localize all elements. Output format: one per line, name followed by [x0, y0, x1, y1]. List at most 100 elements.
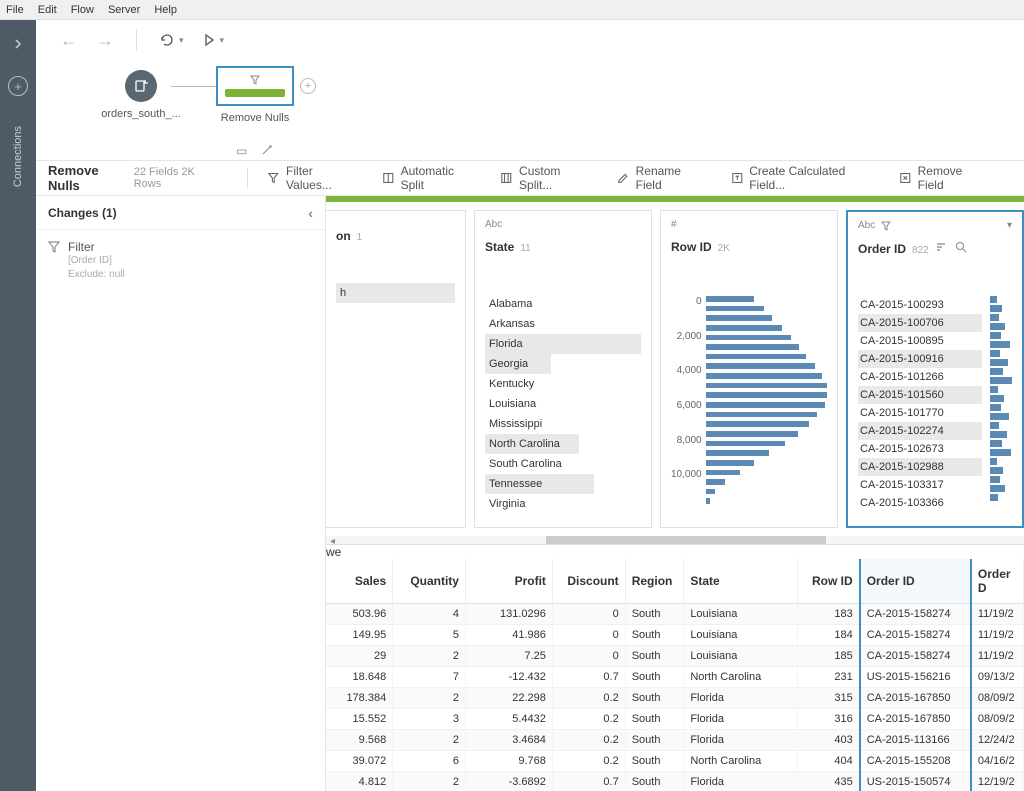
collapse-changes-button[interactable]: ‹: [308, 205, 313, 221]
orderid-value[interactable]: CA-2015-100706: [858, 314, 982, 332]
state-value[interactable]: North Carolina: [485, 434, 579, 454]
orderid-value[interactable]: CA-2015-103317: [858, 476, 982, 494]
state-value[interactable]: Tennessee: [485, 474, 594, 494]
canvas-tool-icon[interactable]: ▭: [236, 144, 247, 159]
forward-button[interactable]: →: [96, 30, 114, 51]
histogram-bar[interactable]: [706, 325, 782, 331]
refresh-button[interactable]: ▾: [159, 32, 184, 48]
flow-step-node[interactable]: Remove Nulls: [216, 66, 294, 124]
orderid-value[interactable]: CA-2015-101560: [858, 386, 982, 404]
column-header[interactable]: Quantity: [393, 559, 466, 604]
histogram-bar[interactable]: [706, 306, 764, 312]
orderid-value[interactable]: CA-2015-101770: [858, 404, 982, 422]
filter-values-action[interactable]: Filter Values...: [267, 164, 354, 192]
histogram-bar[interactable]: [706, 402, 825, 408]
state-value[interactable]: Florida: [485, 334, 641, 354]
calc-field-action[interactable]: Create Calculated Field...: [731, 164, 871, 192]
table-row[interactable]: 9.56823.46840.2SouthFlorida403CA-2015-11…: [326, 730, 1024, 751]
table-row[interactable]: 178.384222.2980.2SouthFlorida315CA-2015-…: [326, 688, 1024, 709]
change-item[interactable]: Filter [Order ID] Exclude: null: [36, 230, 325, 292]
histogram-bar[interactable]: [706, 441, 785, 447]
sort-button[interactable]: [935, 241, 947, 256]
category-value[interactable]: h: [336, 283, 455, 303]
column-header[interactable]: Region: [625, 559, 684, 604]
table-row[interactable]: 149.95541.9860SouthLouisiana184CA-2015-1…: [326, 625, 1024, 646]
state-value[interactable]: Georgia: [485, 354, 551, 374]
profile-card-partial[interactable]: on1 h: [326, 210, 466, 528]
add-connection-button[interactable]: +: [8, 76, 28, 96]
histogram-bar[interactable]: [706, 373, 823, 379]
data-grid[interactable]: we SalesQuantityProfitDiscountRegionStat…: [326, 544, 1024, 791]
histogram-bar[interactable]: [706, 383, 827, 389]
scroll-left-button[interactable]: ◂: [326, 536, 335, 547]
column-header[interactable]: Order D: [971, 559, 1024, 604]
expand-rail-button[interactable]: [0, 30, 36, 58]
histogram-bar[interactable]: [706, 460, 755, 466]
menu-help[interactable]: Help: [154, 4, 177, 16]
state-value[interactable]: Louisiana: [485, 394, 641, 414]
profile-card-rowid[interactable]: # Row ID2K 02,0004,0006,0008,00010,000: [660, 210, 838, 528]
orderid-value[interactable]: CA-2015-100293: [858, 296, 982, 314]
histogram-bar[interactable]: [706, 296, 755, 302]
histogram-bar[interactable]: [706, 354, 807, 360]
horizontal-scrollbar[interactable]: ◂: [326, 536, 1024, 544]
menu-file[interactable]: File: [6, 4, 24, 16]
column-header[interactable]: Discount: [552, 559, 625, 604]
run-button[interactable]: ▾: [202, 33, 225, 47]
profile-card-state[interactable]: Abc State11 AlabamaArkansasFloridaGeorgi…: [474, 210, 652, 528]
column-header[interactable]: Sales: [326, 559, 393, 604]
histogram-bar[interactable]: [706, 489, 716, 495]
orderid-value[interactable]: CA-2015-100916: [858, 350, 982, 368]
orderid-value[interactable]: CA-2015-101266: [858, 368, 982, 386]
histogram-bar[interactable]: [706, 392, 827, 398]
table-row[interactable]: 39.07269.7680.2SouthNorth Carolina404CA-…: [326, 751, 1024, 772]
column-header[interactable]: State: [684, 559, 797, 604]
histogram-bar[interactable]: [706, 498, 711, 504]
histogram-bar[interactable]: [706, 315, 773, 321]
histogram-bar[interactable]: [706, 344, 799, 350]
histogram-bar[interactable]: [706, 335, 791, 341]
table-row[interactable]: 2927.250SouthLouisiana185CA-2015-1582741…: [326, 646, 1024, 667]
state-value[interactable]: Virginia: [485, 494, 641, 514]
histogram-bar[interactable]: [706, 421, 809, 427]
flow-canvas[interactable]: orders_south_... Remove Nulls + ▭: [36, 60, 1024, 160]
canvas-tool-icon2[interactable]: [261, 144, 273, 159]
orderid-value[interactable]: CA-2015-102274: [858, 422, 982, 440]
table-row[interactable]: 503.964131.02960SouthLouisiana183CA-2015…: [326, 604, 1024, 625]
histogram-bar[interactable]: [706, 431, 798, 437]
histogram-bar[interactable]: [706, 363, 815, 369]
back-button[interactable]: ←: [60, 30, 78, 51]
column-header[interactable]: Row ID: [797, 559, 860, 604]
rename-field-action[interactable]: Rename Field: [617, 164, 703, 192]
menu-flow[interactable]: Flow: [71, 4, 94, 16]
column-header[interactable]: Order ID: [860, 559, 971, 604]
orderid-value[interactable]: CA-2015-102673: [858, 440, 982, 458]
histogram-bar[interactable]: [706, 470, 740, 476]
state-value[interactable]: Mississippi: [485, 414, 641, 434]
orderid-value[interactable]: CA-2015-102988: [858, 458, 982, 476]
table-row[interactable]: 4.8122-3.68920.7SouthFlorida435US-2015-1…: [326, 772, 1024, 791]
state-value[interactable]: Alabama: [485, 294, 641, 314]
column-header[interactable]: Profit: [465, 559, 552, 604]
table-row[interactable]: 18.6487-12.4320.7SouthNorth Carolina231U…: [326, 667, 1024, 688]
orderid-value[interactable]: CA-2015-103366: [858, 494, 982, 512]
table-row[interactable]: 15.55235.44320.2SouthFlorida316CA-2015-1…: [326, 709, 1024, 730]
custom-split-action[interactable]: Custom Split...: [500, 164, 589, 192]
card-menu-button[interactable]: ▾: [1007, 220, 1012, 231]
auto-split-action[interactable]: Automatic Split: [382, 164, 472, 192]
histogram-bar[interactable]: [706, 412, 818, 418]
orderid-value[interactable]: CA-2015-100895: [858, 332, 982, 350]
scrollbar-thumb[interactable]: [546, 536, 826, 544]
state-value[interactable]: Arkansas: [485, 314, 641, 334]
state-value[interactable]: Kentucky: [485, 374, 641, 394]
profile-card-orderid[interactable]: Abc ▾ Order ID822 CA: [846, 210, 1024, 528]
search-button[interactable]: [955, 241, 967, 256]
menu-server[interactable]: Server: [108, 4, 140, 16]
histogram-bar[interactable]: [706, 450, 769, 456]
histogram-bar[interactable]: [706, 479, 725, 485]
remove-field-action[interactable]: Remove Field: [899, 164, 984, 192]
flow-source-node[interactable]: orders_south_...: [96, 70, 186, 120]
add-step-button[interactable]: +: [300, 78, 316, 94]
menu-edit[interactable]: Edit: [38, 4, 57, 16]
state-value[interactable]: South Carolina: [485, 454, 641, 474]
